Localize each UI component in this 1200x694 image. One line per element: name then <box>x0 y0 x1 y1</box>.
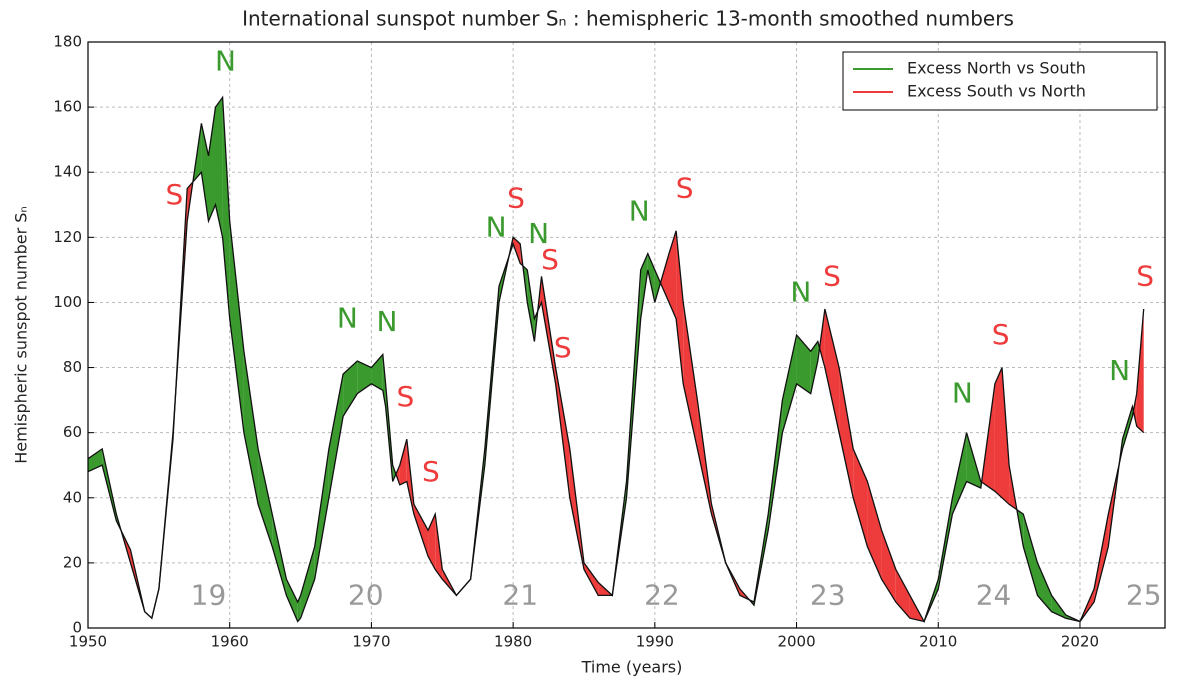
x-tick-label: 2020 <box>1061 633 1099 651</box>
annotation: S <box>541 243 559 276</box>
y-tick-label: 20 <box>63 553 82 571</box>
area-segment <box>994 367 1002 498</box>
area-segment <box>399 439 407 485</box>
annotation: N <box>337 302 358 335</box>
area-segment <box>243 351 259 505</box>
area-segment <box>314 448 329 580</box>
area-segment <box>839 367 854 498</box>
area-segment <box>782 335 797 433</box>
area-segment <box>867 481 882 580</box>
annotation: N <box>377 305 398 338</box>
y-tick-label: 180 <box>53 33 82 51</box>
annotation: 22 <box>644 578 680 611</box>
annotation: S <box>992 318 1010 351</box>
x-tick-label: 1950 <box>69 633 107 651</box>
area-segment <box>810 341 818 394</box>
area-segment <box>647 253 655 303</box>
x-tick-label: 1960 <box>211 633 249 651</box>
area-segment <box>222 97 230 319</box>
annotation: N <box>528 217 549 250</box>
area-segment <box>413 504 429 557</box>
area-segment <box>669 230 677 319</box>
y-tick-label: 0 <box>72 619 82 637</box>
annotation: 21 <box>502 578 538 611</box>
plot-frame <box>87 41 1166 629</box>
y-tick-label: 40 <box>63 488 82 506</box>
area-segment <box>208 107 216 222</box>
legend-label: Excess North vs South <box>907 59 1086 78</box>
area-segment <box>584 562 599 596</box>
annotation: S <box>166 178 184 211</box>
area-segment <box>796 335 811 394</box>
area-segment <box>371 354 383 391</box>
y-tick-label: 100 <box>53 293 82 311</box>
y-tick-label: 120 <box>53 228 82 246</box>
annotation: 23 <box>810 578 846 611</box>
annotation: N <box>952 377 973 410</box>
annotation: 20 <box>348 578 384 611</box>
area-segment <box>1136 309 1144 433</box>
area-segment <box>527 269 535 342</box>
area-segment <box>1002 367 1010 505</box>
annotation: N <box>790 276 811 309</box>
x-tick-label: 1990 <box>636 633 674 651</box>
annotation: N <box>486 211 507 244</box>
y-tick-label: 160 <box>53 98 82 116</box>
annotation: 24 <box>976 578 1012 611</box>
area-segment <box>286 579 298 622</box>
annotation: S <box>397 380 415 413</box>
area-segment <box>343 361 358 417</box>
annotation: S <box>507 181 525 214</box>
area-segment <box>215 97 223 238</box>
area-segment <box>683 302 698 449</box>
area-segment <box>328 374 344 498</box>
legend-box <box>842 51 1158 111</box>
annotation: S <box>1136 259 1154 292</box>
annotation: 19 <box>191 578 227 611</box>
area-segment <box>272 514 287 596</box>
area-segment <box>88 448 103 472</box>
area-segment <box>395 465 400 485</box>
area-segment <box>258 448 273 547</box>
series-line <box>87 95 1145 623</box>
area-segment <box>952 432 967 515</box>
area-segment <box>300 546 315 619</box>
area-segment <box>428 514 436 570</box>
area-segment <box>660 253 669 303</box>
x-axis-label: Time (years) <box>581 658 683 677</box>
x-tick-label: 2000 <box>777 633 815 651</box>
annotation: S <box>676 172 694 205</box>
x-tick-label: 1980 <box>494 633 532 651</box>
legend-label: Excess South vs North <box>907 82 1086 101</box>
area-segment <box>819 309 825 368</box>
y-tick-label: 140 <box>53 163 82 181</box>
annotation: 25 <box>1126 578 1162 611</box>
area-segment <box>1122 406 1133 449</box>
area-segment <box>853 448 868 547</box>
annotation: S <box>823 259 841 292</box>
area-segment <box>1133 393 1137 427</box>
area-segment <box>654 269 661 303</box>
annotation: N <box>1109 354 1130 387</box>
area-segment <box>1023 514 1038 596</box>
area-segment <box>357 361 372 394</box>
area-segment <box>229 221 244 433</box>
annotation: N <box>215 45 236 78</box>
y-tick-label: 60 <box>63 423 82 441</box>
y-axis-label: Hemispheric sunspot number Sₙ <box>12 206 31 464</box>
annotation: N <box>629 194 650 227</box>
x-tick-label: 2010 <box>919 633 957 651</box>
x-tick-label: 1970 <box>352 633 390 651</box>
chart-title: International sunspot number Sₙ : hemisp… <box>242 7 1014 31</box>
area-segment <box>824 309 840 433</box>
annotation: S <box>422 455 440 488</box>
area-segment <box>1037 562 1052 612</box>
area-segment <box>676 230 684 384</box>
y-tick-label: 80 <box>63 358 82 376</box>
series-line <box>87 170 1145 623</box>
annotation: S <box>554 331 572 364</box>
